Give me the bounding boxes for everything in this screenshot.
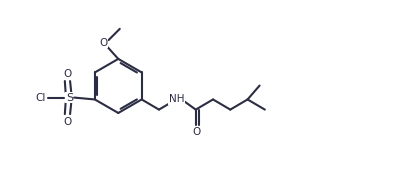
Text: S: S	[66, 93, 73, 103]
Text: O: O	[63, 117, 72, 127]
Text: Cl: Cl	[35, 93, 46, 103]
Text: NH: NH	[169, 94, 184, 104]
Text: O: O	[100, 38, 108, 48]
Text: O: O	[63, 69, 72, 79]
Text: O: O	[193, 128, 201, 138]
